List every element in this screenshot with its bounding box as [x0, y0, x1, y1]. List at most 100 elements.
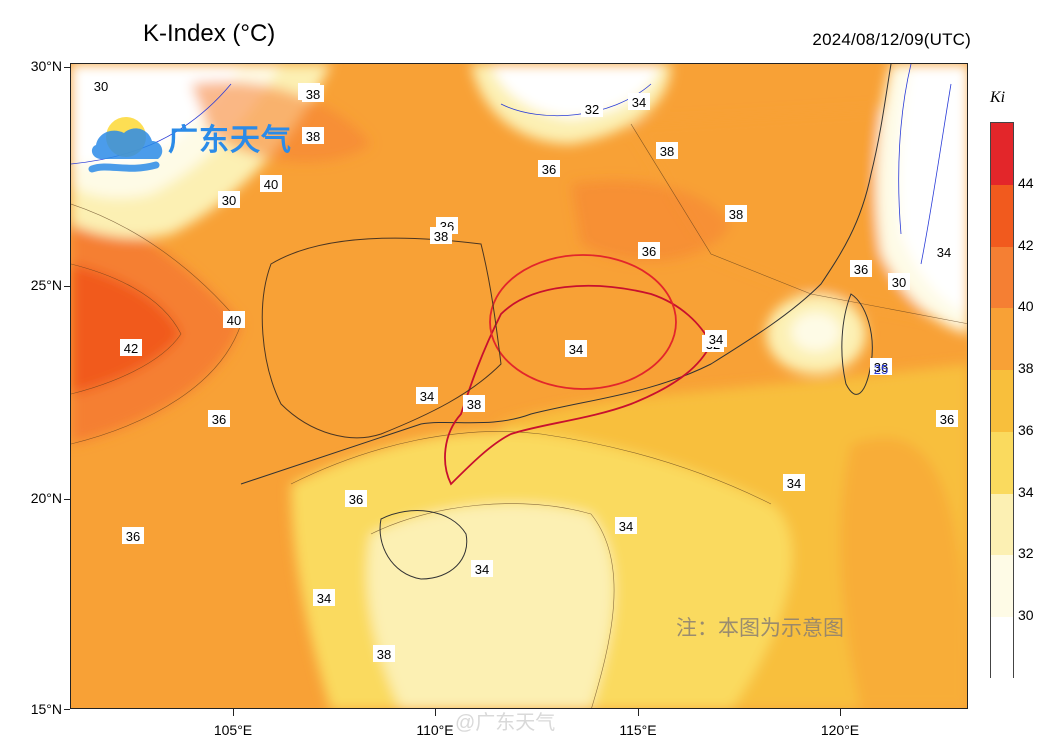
guangdong-boundary	[444, 284, 713, 486]
svg-text:34: 34	[569, 342, 583, 357]
lat-label-15n: 15°N	[30, 701, 62, 717]
lon-label-105e: 105°E	[213, 722, 253, 738]
svg-text:34: 34	[475, 562, 489, 577]
svg-text:25: 25	[874, 362, 888, 377]
legend-level-label: 32	[1018, 545, 1034, 562]
contour-label: 34	[933, 243, 955, 260]
legend-swatch	[991, 308, 1013, 371]
contour-label: 38	[725, 205, 747, 222]
contour-label: 38	[373, 645, 395, 662]
contour-label: 34	[615, 517, 637, 534]
legend-level-label: 34	[1018, 483, 1034, 500]
svg-text:30: 30	[222, 193, 236, 208]
schematic-note: 注：本图为示意图	[676, 617, 844, 640]
field-40	[571, 180, 731, 262]
field-40	[191, 81, 371, 163]
svg-text:36: 36	[349, 492, 363, 507]
lon-label-120e: 120°E	[820, 722, 860, 738]
legend-level-label: 42	[1018, 236, 1034, 253]
color-legend	[990, 122, 1014, 679]
legend-swatch	[991, 555, 1013, 618]
lat-label-25n: 25°N	[30, 277, 62, 293]
contour-label: 38	[302, 127, 324, 144]
contour-line	[290, 431, 772, 505]
contour-label: 36	[638, 242, 660, 259]
chart-title: K-Index (°C)	[143, 20, 276, 47]
lat-tick	[64, 67, 70, 68]
svg-text:38: 38	[467, 397, 481, 412]
legend-swatch	[991, 370, 1013, 432]
contour-label: 36	[936, 410, 958, 427]
svg-text:36: 36	[854, 262, 868, 277]
contour-label: 36	[345, 490, 367, 507]
contour-labels: 3034383040363234383838364042383634363032…	[90, 77, 958, 662]
legend-swatch	[991, 617, 1013, 679]
contour-label: 30	[90, 77, 112, 94]
lat-tick	[64, 709, 70, 710]
contour-label: 38	[430, 227, 452, 244]
svg-text:34: 34	[317, 591, 331, 606]
svg-text:34: 34	[937, 245, 951, 260]
contour-label: 40	[260, 175, 282, 192]
svg-text:36: 36	[542, 162, 556, 177]
contour-label: 34	[313, 589, 335, 606]
legend-swatch	[991, 246, 1013, 309]
contour-label: 36	[122, 527, 144, 544]
contour-label: 40	[223, 311, 245, 328]
lon-label-115e: 115°E	[619, 722, 657, 738]
guangxi-boundary	[261, 237, 502, 439]
svg-text:40: 40	[227, 313, 241, 328]
contour-line	[370, 503, 615, 708]
contour-label: 30	[218, 191, 240, 208]
svg-text:36: 36	[940, 412, 954, 427]
contour-label: 34	[628, 93, 650, 110]
field-32	[367, 503, 615, 708]
taiwan-island	[841, 293, 873, 395]
lat-label-20n: 20°N	[30, 490, 62, 506]
contour-label: 30	[888, 273, 910, 290]
contour-label: 38	[656, 142, 678, 159]
hainan-island	[379, 510, 468, 580]
weibo-handle: @广东天气	[455, 712, 556, 734]
contour-label: 36	[870, 358, 892, 375]
sun-cloud-icon	[88, 117, 163, 173]
svg-text:40: 40	[264, 177, 278, 192]
k-index-map: 3034383040363234383838364042383634363032…	[70, 63, 968, 709]
contour-label: 32	[581, 100, 603, 117]
map-canvas: 3034383040363234383838364042383634363032…	[71, 64, 967, 708]
watermark-text: 广东天气	[168, 124, 292, 157]
field-38	[840, 437, 967, 708]
contour-label: 38	[463, 395, 485, 412]
svg-text:30: 30	[94, 79, 108, 94]
svg-text:34: 34	[420, 389, 434, 404]
svg-text:38: 38	[660, 144, 674, 159]
contour-label: 42	[120, 339, 142, 356]
lat-label-30n: 30°N	[30, 58, 62, 74]
svg-text:38: 38	[306, 87, 320, 102]
lat-tick	[64, 499, 70, 500]
valid-time: 2024/08/12/09(UTC)	[812, 30, 971, 49]
legend-level-label: 38	[1018, 360, 1034, 377]
svg-text:42: 42	[124, 341, 138, 356]
contour-label: 25	[874, 362, 888, 377]
contour-label: 34	[565, 340, 587, 357]
svg-text:34: 34	[619, 519, 633, 534]
guangdong-weather-logo	[78, 95, 308, 190]
contour-label: 36	[850, 260, 872, 277]
legend-swatch	[991, 493, 1013, 556]
contour-line-low	[920, 83, 952, 265]
legend-level-label: 36	[1018, 421, 1034, 438]
svg-text:36: 36	[126, 529, 140, 544]
svg-text:32: 32	[585, 102, 599, 117]
lon-tick	[638, 709, 639, 716]
legend-title: Ki	[990, 89, 1006, 106]
lon-tick	[233, 709, 234, 716]
svg-text:38: 38	[306, 129, 320, 144]
svg-text:36: 36	[642, 244, 656, 259]
contour-line	[630, 123, 967, 324]
svg-text:36: 36	[874, 360, 888, 375]
legend-level-label: 44	[1018, 174, 1034, 191]
legend-level-label: 30	[1018, 607, 1034, 624]
contour-label: 34	[471, 560, 493, 577]
contour-label: 34	[705, 330, 727, 347]
